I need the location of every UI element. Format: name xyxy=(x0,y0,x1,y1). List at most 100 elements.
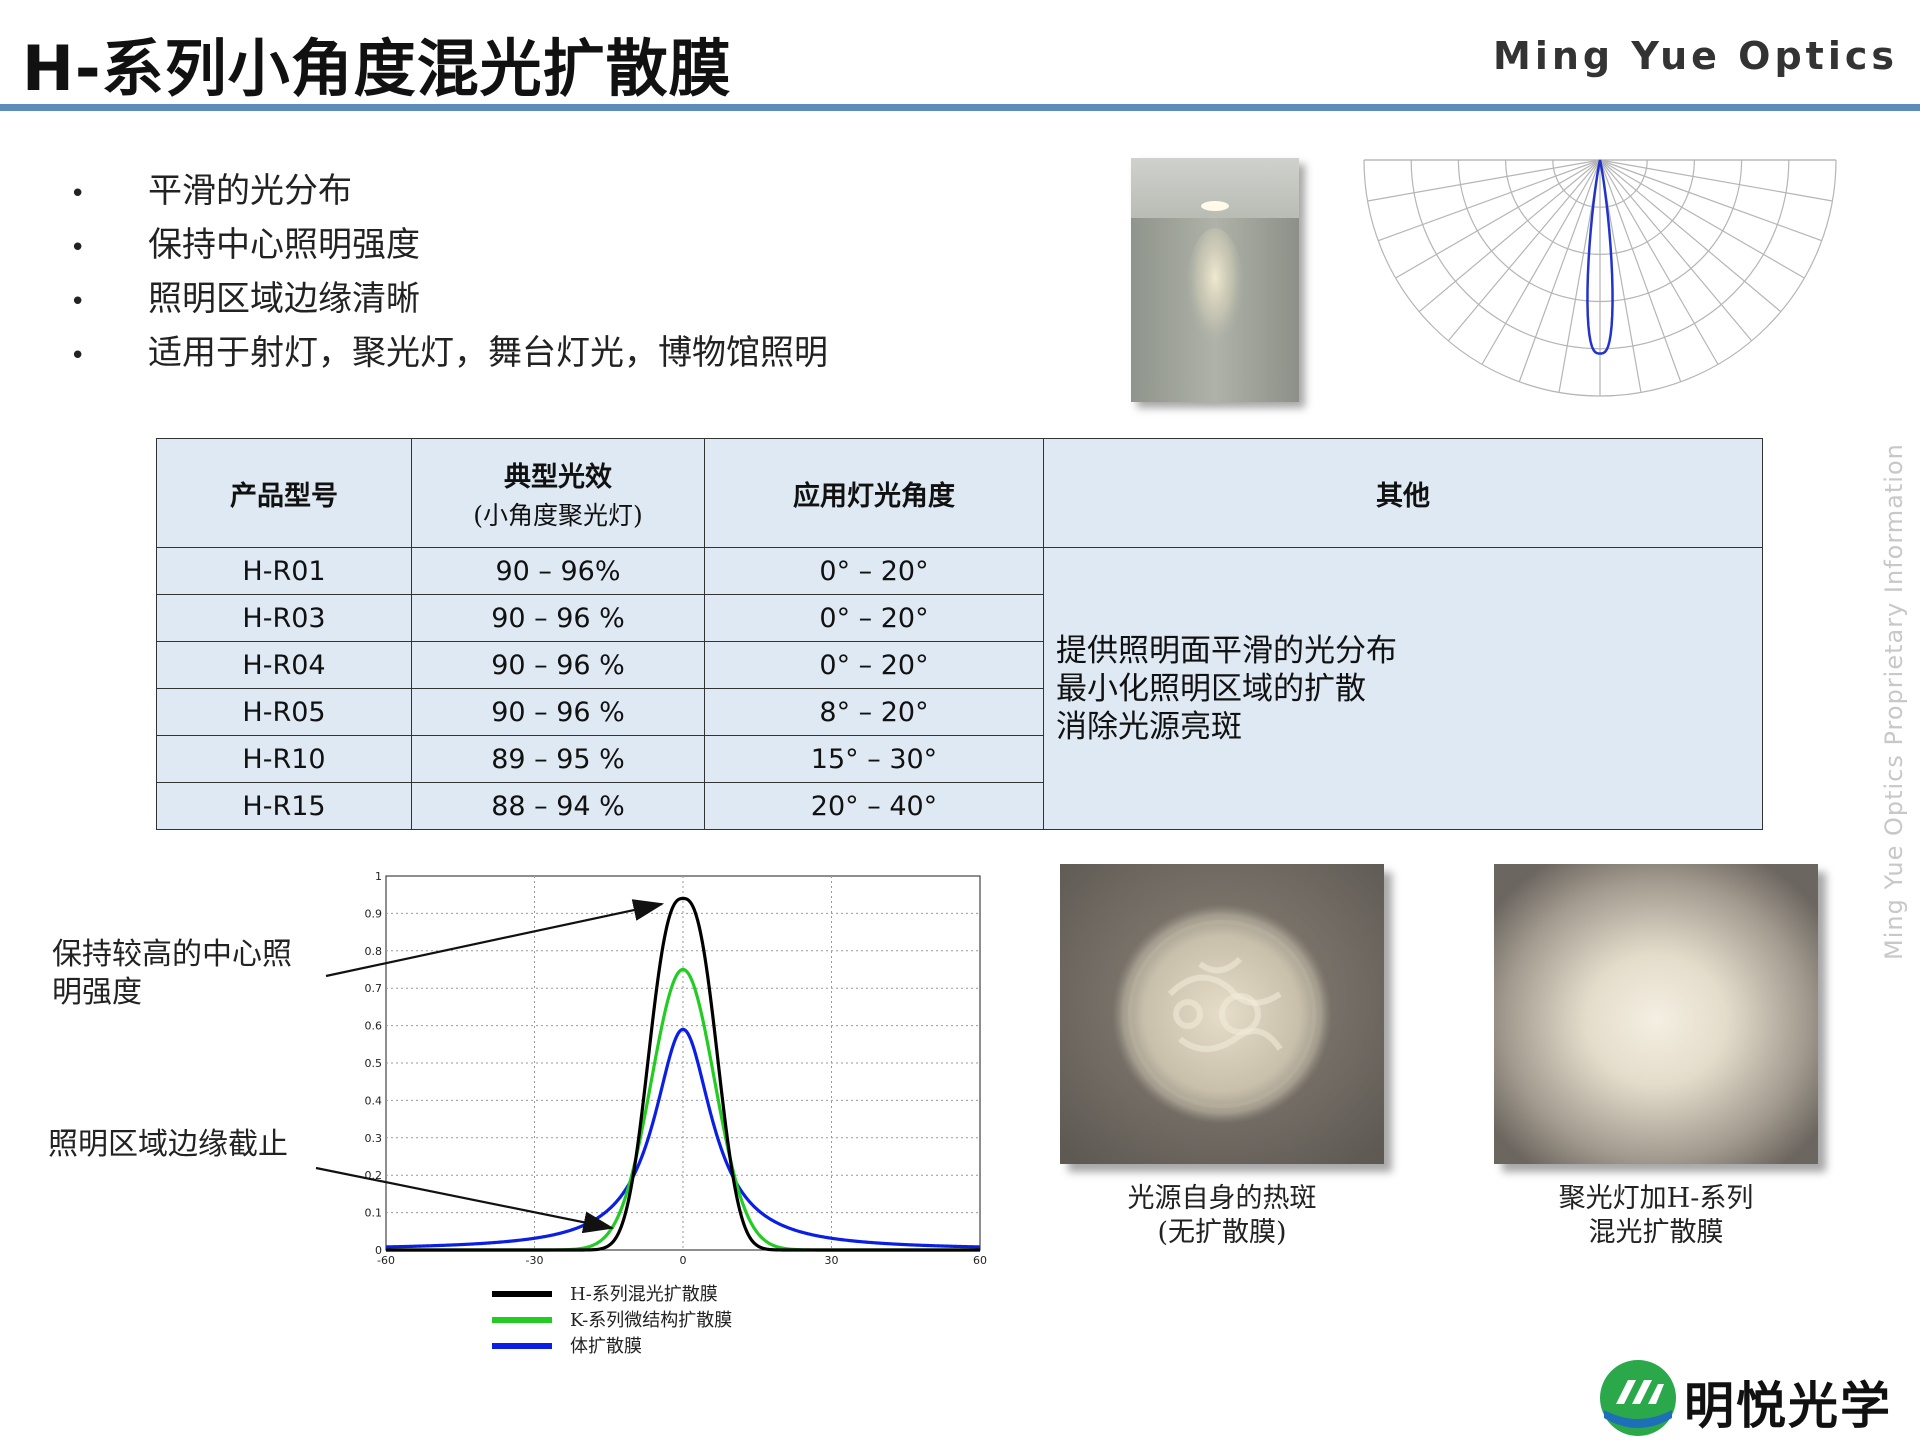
annotation-center-intensity: 保持较高的中心照 明强度 xyxy=(52,936,292,1012)
cell-angle: 0° – 20° xyxy=(704,641,1044,689)
hotspot-photo xyxy=(1060,864,1384,1164)
y-tick-label: 0.5 xyxy=(365,1057,383,1070)
y-tick-label: 0.2 xyxy=(365,1169,383,1182)
cell-model: H-R10 xyxy=(156,735,412,783)
polar-spoke xyxy=(1599,159,1782,313)
y-tick-label: 0 xyxy=(375,1244,382,1257)
feature-list: • 平滑的光分布 • 保持中心照明强度 • 照明区域边缘清晰 • 适用于射灯，聚光灯，舞… xyxy=(70,164,828,380)
cell-angle: 8° – 20° xyxy=(704,688,1044,736)
annotation-line: 保持较高的中心照 xyxy=(52,937,292,972)
bullet-icon: • xyxy=(70,287,86,317)
bullet-icon: • xyxy=(70,341,86,371)
y-tick-label: 0.9 xyxy=(365,907,383,920)
series-line xyxy=(385,1027,981,1249)
x-tick-label: 0 xyxy=(680,1254,687,1267)
brand-name: Ming Yue Optics xyxy=(1493,34,1898,78)
cell-model: H-R01 xyxy=(156,547,412,595)
table-row: H-R05 90 – 96 % 8° – 20° xyxy=(156,688,1763,736)
feature-text: 照明区域边缘清晰 xyxy=(148,279,420,319)
y-tick-label: 0.8 xyxy=(365,945,383,958)
table-row: H-R01 90 – 96% 0° – 20° 提供照明面平滑的光分布 最小化照… xyxy=(156,547,1763,830)
polar-spoke xyxy=(1447,159,1601,342)
cell-angle: 0° – 20° xyxy=(704,594,1044,642)
y-tick-label: 0.1 xyxy=(365,1207,383,1220)
diffused-photo xyxy=(1494,864,1818,1164)
other-line: 提供照明面平滑的光分布 xyxy=(1056,632,1397,669)
polar-spoke xyxy=(1599,159,1753,342)
intensity-profile-chart: -60 -30 0 30 60 0 0.1 0.2 0.3 0.4 0.5 0.6 0.7 0.8 0.9 1… xyxy=(365,870,988,1357)
y-tick-label: 0.3 xyxy=(365,1132,383,1145)
y-tick-label: 1 xyxy=(375,870,382,883)
cell-angle: 15° – 30° xyxy=(704,735,1044,783)
x-tick-label: -30 xyxy=(526,1254,544,1267)
legend-label: K-系列微结构扩散膜 xyxy=(570,1310,732,1331)
polar-curve xyxy=(1586,159,1614,355)
header-other: 其他 xyxy=(1043,438,1763,548)
caption-line: (无扩散膜) xyxy=(1157,1217,1287,1248)
header-efficiency: 典型光效 (小角度聚光灯) xyxy=(411,438,705,548)
feature-item: • 适用于射灯，聚光灯，舞台灯光，博物馆照明 xyxy=(70,326,828,380)
annotation-edge-cutoff: 照明区域边缘截止 xyxy=(48,1127,288,1162)
polar-spoke xyxy=(1599,159,1822,242)
diffused-photo-caption: 聚光灯加H-系列 混光扩散膜 xyxy=(1494,1182,1818,1250)
feature-text: 平滑的光分布 xyxy=(148,171,352,211)
caption-line: 聚光灯加H-系列 xyxy=(1558,1183,1754,1214)
company-logo-icon xyxy=(1600,1360,1676,1436)
other-line: 消除光源亮斑 xyxy=(1056,708,1242,745)
cell-angle: 20° – 40° xyxy=(704,782,1044,830)
feature-text: 适用于射灯，聚光灯，舞台灯光，博物馆照明 xyxy=(148,333,828,373)
feature-item: • 保持中心照明强度 xyxy=(70,218,828,272)
polar-spoke xyxy=(1378,159,1601,242)
polar-spoke xyxy=(1367,159,1601,202)
bullet-icon: • xyxy=(70,233,86,263)
hotspot-photo-caption: 光源自身的热斑 (无扩散膜) xyxy=(1060,1182,1384,1250)
header-efficiency-label: 典型光效 xyxy=(504,461,612,493)
cell-efficiency: 88 – 94 % xyxy=(411,782,705,830)
table-row: H-R10 89 – 95 % 15° – 30° xyxy=(156,735,1763,783)
x-tick-label: -60 xyxy=(377,1254,395,1267)
table-row: H-R04 90 – 96 % 0° – 20° xyxy=(156,641,1763,689)
cell-model: H-R04 xyxy=(156,641,412,689)
table-row: H-R15 88 – 94 % 20° – 40° xyxy=(156,782,1763,830)
feature-text: 保持中心照明强度 xyxy=(148,225,420,265)
polar-spoke xyxy=(1395,159,1601,279)
header-divider xyxy=(0,104,1920,111)
header-angle: 应用灯光角度 xyxy=(704,438,1044,548)
cell-other: 提供照明面平滑的光分布 最小化照明区域的扩散 消除光源亮斑 xyxy=(1043,547,1763,830)
proprietary-watermark: Ming Yue Optics Proprietary Information xyxy=(1880,443,1908,960)
series-line xyxy=(386,896,980,1252)
table-row: H-R03 90 – 96 % 0° – 20° xyxy=(156,594,1763,642)
x-tick-label: 60 xyxy=(973,1254,987,1267)
polar-spoke xyxy=(1599,159,1682,382)
polar-spoke xyxy=(1599,159,1719,365)
other-line: 最小化照明区域的扩散 xyxy=(1056,670,1366,707)
room-lighting-photo xyxy=(1131,158,1299,402)
polar-spoke xyxy=(1518,159,1601,382)
table-header-row: 产品型号 典型光效 (小角度聚光灯) 应用灯光角度 其他 xyxy=(156,438,1763,548)
bullet-icon: • xyxy=(70,179,86,209)
cell-model: H-R15 xyxy=(156,782,412,830)
header-efficiency-sub: (小角度聚光灯) xyxy=(473,500,643,530)
cell-efficiency: 89 – 95 % xyxy=(411,735,705,783)
cell-model: H-R03 xyxy=(156,594,412,642)
feature-item: • 照明区域边缘清晰 xyxy=(70,272,828,326)
header-model: 产品型号 xyxy=(156,438,412,548)
spec-table: 产品型号 典型光效 (小角度聚光灯) 应用灯光角度 其他 H-R01 90 – 9… xyxy=(156,438,1763,830)
legend-label: H-系列混光扩散膜 xyxy=(570,1284,718,1305)
polar-spoke xyxy=(1481,159,1601,365)
cell-efficiency: 90 – 96 % xyxy=(411,688,705,736)
polar-spoke xyxy=(1599,159,1833,202)
y-tick-label: 0.4 xyxy=(365,1094,383,1107)
cell-efficiency: 90 – 96% xyxy=(411,547,705,595)
cell-efficiency: 90 – 96 % xyxy=(411,641,705,689)
annotation-line: 明强度 xyxy=(52,975,142,1010)
y-tick-label: 0.7 xyxy=(365,982,383,995)
polar-spoke xyxy=(1418,159,1601,313)
cell-angle: 0° – 20° xyxy=(704,547,1044,595)
cell-efficiency: 90 – 96 % xyxy=(411,594,705,642)
polar-spoke xyxy=(1599,159,1805,279)
company-logo-text: 明悦光学 xyxy=(1684,1376,1892,1435)
y-tick-label: 0.6 xyxy=(365,1020,383,1033)
page-title: H-系列小角度混光扩散膜 xyxy=(22,32,732,105)
polar-distribution-diagram xyxy=(1363,159,1837,397)
